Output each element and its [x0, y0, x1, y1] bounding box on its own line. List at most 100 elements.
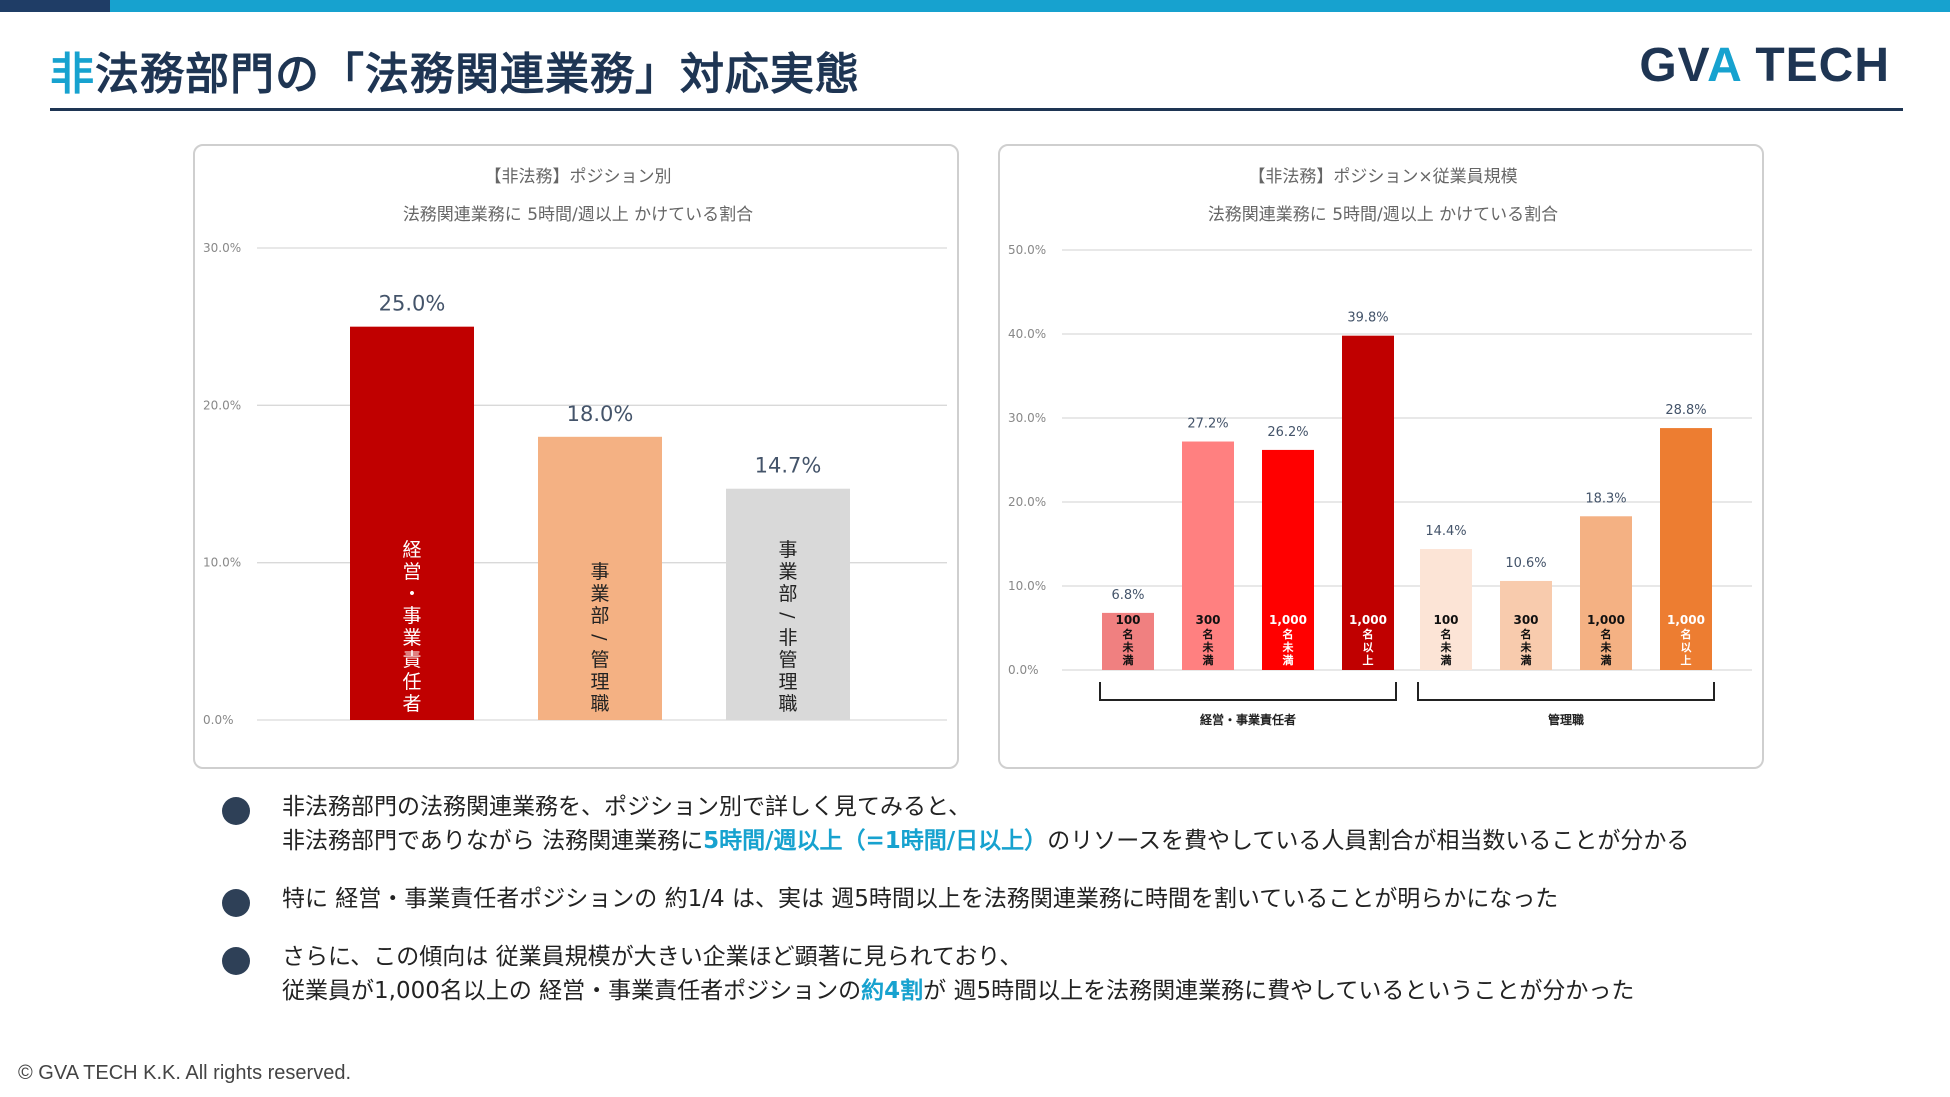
category-label-unit: 以: [1363, 641, 1374, 654]
chart-panel-position-size: 【非法務】ポジション×従業員規模 法務関連業務に 5時間/週以上 かけている割合 0…: [998, 144, 1764, 769]
category-label: 業: [402, 627, 421, 649]
bar: [1580, 516, 1632, 670]
category-label-unit: 未: [1282, 640, 1295, 654]
group-bracket: [1417, 682, 1715, 701]
category-label-unit: 名: [1283, 627, 1294, 641]
y-tick-label: 0.0%: [1008, 663, 1039, 677]
logo-text-2: A: [1707, 39, 1741, 92]
bullet-item: 特に 経営・事業責任者ポジションの 約1/4 は、実は 週5時間以上を法務関連業…: [220, 882, 1920, 917]
bar: [350, 326, 474, 720]
bullet-text: 非法務部門でありながら 法務関連業務に: [282, 828, 704, 854]
category-label-unit: 未: [1440, 640, 1453, 654]
category-label: 責: [402, 649, 421, 671]
bar: [1500, 580, 1552, 670]
category-label-unit: 満: [1283, 653, 1294, 667]
y-tick-label: 10.0%: [203, 556, 241, 570]
bar: [1420, 549, 1472, 670]
title-rest: 法務部門の「法務関連業務」対応実態: [95, 49, 860, 100]
chart-title: 【非法務】ポジション別: [485, 167, 672, 187]
data-label: 10.6%: [1505, 556, 1546, 571]
category-label: 者: [402, 693, 421, 715]
bullet-item: 非法務部門の法務関連業務を、ポジション別で詳しく見てみると、 非法務部門でありな…: [220, 790, 1920, 858]
category-label: 理: [778, 671, 797, 693]
y-tick-label: 0.0%: [203, 713, 234, 727]
category-label-unit: 上: [1681, 653, 1692, 667]
category-label-num: 1,000: [1667, 613, 1705, 627]
category-label: 事: [402, 605, 421, 627]
bar: [1660, 428, 1712, 670]
bar: [1262, 449, 1314, 670]
top-accent-bar: [0, 0, 1950, 12]
category-label-num: 100: [1433, 613, 1458, 627]
data-label: 18.0%: [567, 402, 634, 426]
category-label-num: 300: [1195, 613, 1220, 627]
title-divider: [50, 108, 1903, 111]
category-label: 業: [590, 583, 609, 605]
bullet-line: 従業員が1,000名以上の 経営・事業責任者ポジションの約4割が 週5時間以上を…: [282, 974, 1920, 1008]
category-label-unit: 名: [1601, 627, 1612, 641]
chart-subtitle: 法務関連業務に 5時間/週以上 かけている割合: [403, 205, 753, 225]
category-label: 非: [778, 627, 797, 649]
bar: [1342, 335, 1394, 670]
data-label: 25.0%: [379, 292, 446, 316]
category-label: 管: [590, 649, 609, 671]
category-label-unit: 未: [1520, 640, 1533, 654]
bar: [538, 436, 662, 720]
group-bracket: [1099, 682, 1397, 701]
bullet-line: 非法務部門でありながら 法務関連業務に5時間/週以上（=1時間/日以上）のリソー…: [282, 824, 1920, 858]
bullet-dot: [222, 947, 250, 975]
category-label-unit: 名: [1441, 627, 1452, 641]
chart-subtitle: 法務関連業務に 5時間/週以上 かけている割合: [1208, 205, 1558, 225]
bullet-highlight: 5時間/週以上（=1時間/日以上）: [703, 828, 1048, 854]
category-label-num: 1,000: [1269, 613, 1307, 627]
category-label: 部: [590, 605, 609, 627]
category-label-unit: 上: [1363, 653, 1374, 667]
category-label-unit: 名: [1203, 627, 1214, 641]
category-label-unit: 満: [1601, 653, 1612, 667]
category-label: 部: [778, 583, 797, 605]
copyright: © GVA TECH K.K. All rights reserved.: [18, 1062, 351, 1084]
category-label: 職: [778, 693, 797, 715]
category-label: 経: [402, 539, 421, 561]
bar: [726, 488, 850, 720]
data-label: 26.2%: [1267, 425, 1308, 440]
y-tick-label: 40.0%: [1008, 327, 1046, 341]
group-label: 経営・事業責任者: [1200, 712, 1296, 727]
y-tick-label: 50.0%: [1008, 243, 1046, 257]
category-label-unit: 名: [1521, 627, 1532, 641]
category-label: 管: [778, 649, 797, 671]
category-label-unit: 未: [1600, 640, 1613, 654]
data-label: 27.2%: [1187, 417, 1228, 432]
category-label: 事: [590, 561, 609, 583]
bullet-list: 非法務部門の法務関連業務を、ポジション別で詳しく見てみると、 非法務部門でありな…: [220, 790, 1920, 1032]
y-tick-label: 30.0%: [203, 241, 241, 255]
category-label-num: 1,000: [1587, 613, 1625, 627]
bullet-line: 非法務部門の法務関連業務を、ポジション別で詳しく見てみると、: [282, 794, 972, 820]
category-label-unit: 名: [1363, 627, 1374, 641]
group-label: 管理職: [1548, 712, 1584, 727]
bullet-text: 従業員が1,000名以上の 経営・事業責任者ポジションの: [282, 978, 862, 1004]
category-label-unit: 満: [1123, 653, 1134, 667]
category-label-num: 1,000: [1349, 613, 1387, 627]
bullet-line: 特に 経営・事業責任者ポジションの 約1/4 は、実は 週5時間以上を法務関連業…: [282, 886, 1559, 912]
page-title: 非法務部門の「法務関連業務」対応実態: [50, 38, 860, 102]
category-label: 業: [778, 561, 797, 583]
bullet-text: のリソースを費やしている人員割合が相当数いることが分かる: [1047, 828, 1690, 854]
bullet-item: さらに、この傾向は 従業員規模が大きい企業ほど顕著に見られており、 従業員が1,…: [220, 940, 1920, 1008]
bullet-dot: [222, 889, 250, 917]
category-label: 事: [778, 539, 797, 561]
data-label: 14.7%: [755, 454, 822, 478]
y-tick-label: 10.0%: [1008, 579, 1046, 593]
category-label-num: 100: [1115, 613, 1140, 627]
category-label: 理: [590, 671, 609, 693]
category-label: ・: [402, 583, 421, 605]
bullet-text: が 週5時間以上を法務関連業務に費やしているということが分かった: [923, 978, 1635, 1004]
y-tick-label: 30.0%: [1008, 411, 1046, 425]
category-label-unit: 未: [1122, 640, 1135, 654]
y-tick-label: 20.0%: [203, 398, 241, 412]
category-label: 職: [590, 693, 609, 715]
top-accent-bar-dark: [0, 0, 110, 12]
data-label: 39.8%: [1347, 311, 1388, 326]
